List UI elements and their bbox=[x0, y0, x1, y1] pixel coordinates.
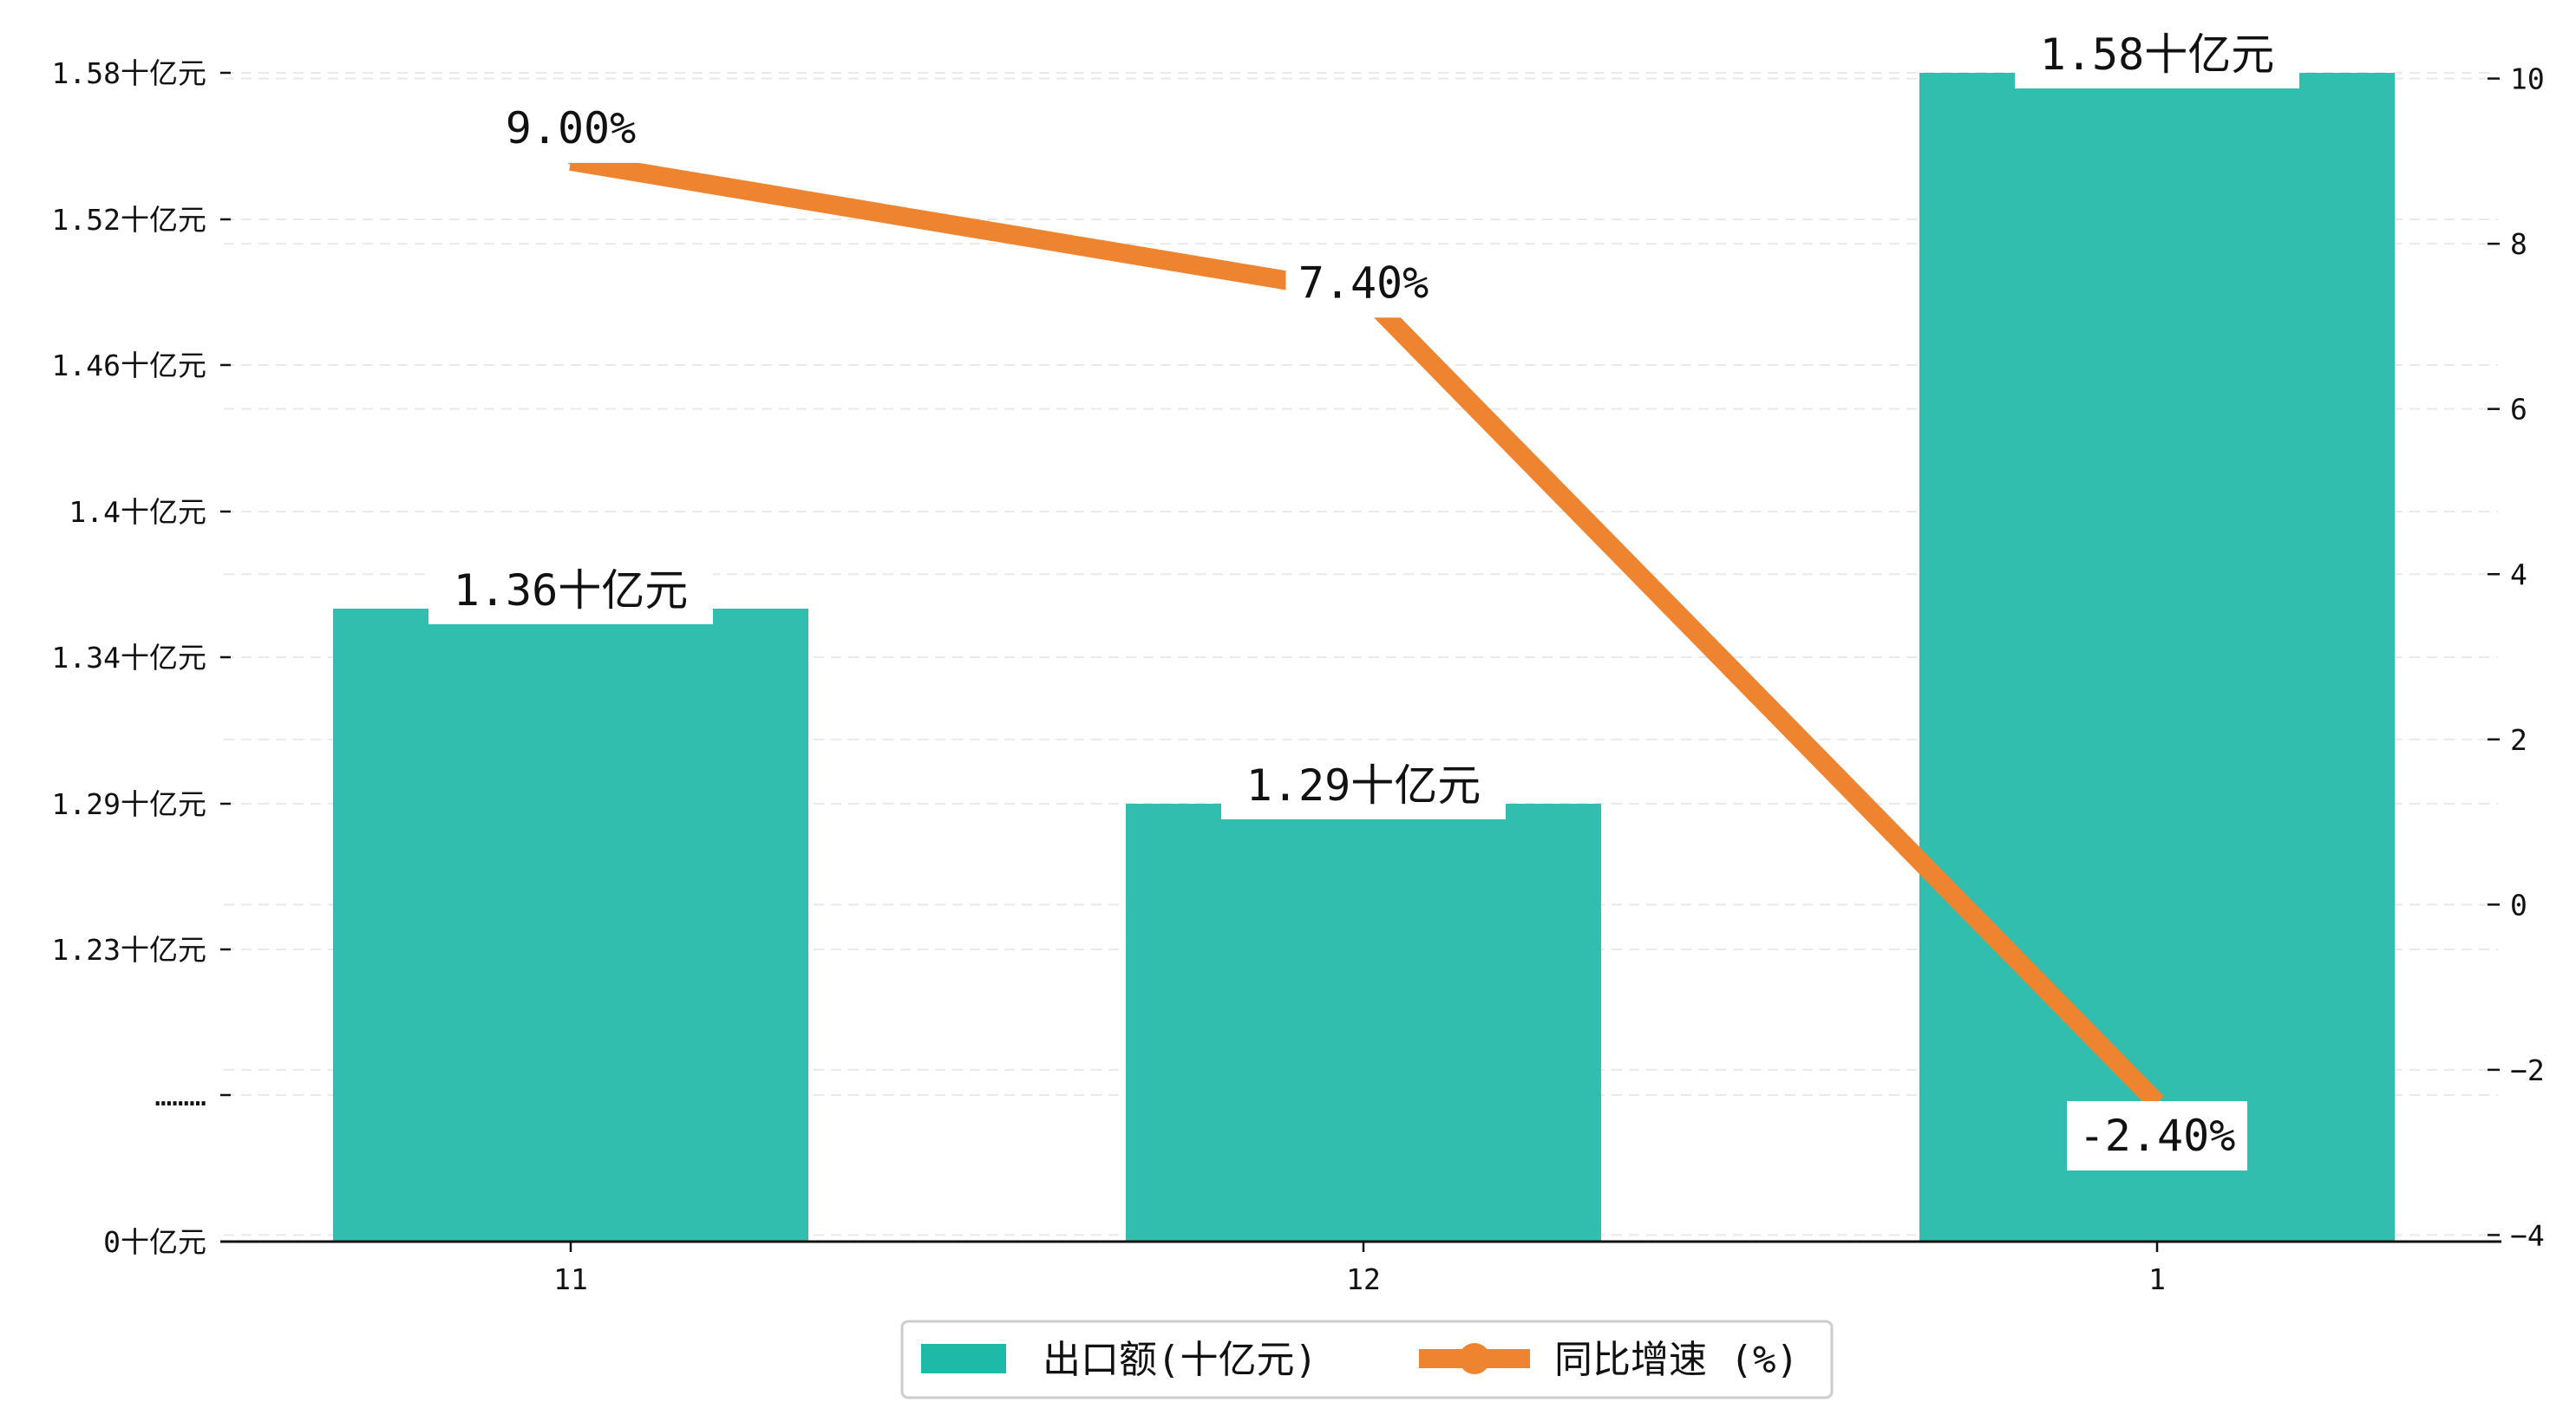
left-tick-label: 1.52十亿元 bbox=[52, 203, 206, 237]
left-tick-label: 1.58十亿元 bbox=[52, 56, 206, 90]
left-tick-label: 0十亿元 bbox=[103, 1225, 206, 1259]
legend-bar-label: 出口额(十亿元) bbox=[1043, 1338, 1317, 1382]
legend-line-marker bbox=[1459, 1343, 1490, 1374]
legend: 出口额(十亿元) 同比增速 (%) bbox=[900, 1320, 1834, 1399]
line-value-label: 7.40% bbox=[1298, 258, 1429, 308]
left-tick-label: 1.4十亿元 bbox=[69, 495, 206, 529]
left-tick-label: 1.29十亿元 bbox=[52, 787, 206, 821]
right-tick-label: 4 bbox=[2510, 558, 2527, 591]
x-tick-label: 11 bbox=[553, 1262, 588, 1296]
right-tick-label: 8 bbox=[2510, 227, 2527, 261]
line-label-box bbox=[493, 93, 649, 163]
legend-line-label: 同比增速 (%) bbox=[1554, 1338, 1799, 1382]
line-value-label: 9.00% bbox=[506, 103, 637, 153]
bar-label-box bbox=[428, 555, 713, 624]
bar bbox=[1126, 804, 1601, 1242]
right-tick-label: 2 bbox=[2510, 723, 2527, 757]
bar-label-box bbox=[1221, 750, 1506, 819]
line-value-labels: 9.00% 7.40% -2.40% bbox=[493, 93, 2247, 1170]
left-tick-label: 1.23十亿元 bbox=[52, 933, 206, 967]
bar-value-label: 1.36十亿元 bbox=[454, 565, 688, 616]
left-tick-label: 1.34十亿元 bbox=[52, 641, 206, 675]
line-value-label: -2.40% bbox=[2079, 1111, 2236, 1161]
left-tick-label: ……… bbox=[154, 1079, 206, 1112]
bar-value-label: 1.58十亿元 bbox=[2040, 29, 2274, 80]
x-axis-ticks: 11 12 1 bbox=[553, 1242, 2166, 1296]
right-axis-ticks: −4 −2 0 2 4 6 8 10 bbox=[2488, 62, 2545, 1252]
right-tick-label: 0 bbox=[2510, 888, 2527, 922]
right-tick-label: −2 bbox=[2510, 1053, 2545, 1087]
left-tick-label: 1.46十亿元 bbox=[52, 349, 206, 382]
legend-bar-swatch bbox=[921, 1344, 1006, 1373]
legend-box bbox=[900, 1320, 1834, 1399]
x-tick-label: 12 bbox=[1346, 1262, 1381, 1296]
line-label-box bbox=[1285, 248, 1442, 318]
line-label-box bbox=[2067, 1100, 2247, 1170]
bar-value-labels: 1.36十亿元 1.29十亿元 1.58十亿元 bbox=[428, 19, 2299, 819]
x-tick-label: 1 bbox=[2148, 1262, 2166, 1296]
right-tick-label: 10 bbox=[2510, 62, 2545, 96]
bar bbox=[333, 609, 808, 1242]
bar-label-box bbox=[2015, 19, 2299, 88]
right-tick-label: 6 bbox=[2510, 393, 2527, 427]
bar bbox=[1919, 73, 2395, 1242]
right-tick-label: −4 bbox=[2510, 1218, 2545, 1252]
bar-series bbox=[333, 73, 2395, 1242]
bar-value-label: 1.29十亿元 bbox=[1246, 760, 1481, 811]
left-axis-ticks: 0十亿元 ……… 1.23十亿元 1.29十亿元 1.34十亿元 1.4十亿元 1.46十亿… bbox=[52, 56, 231, 1259]
